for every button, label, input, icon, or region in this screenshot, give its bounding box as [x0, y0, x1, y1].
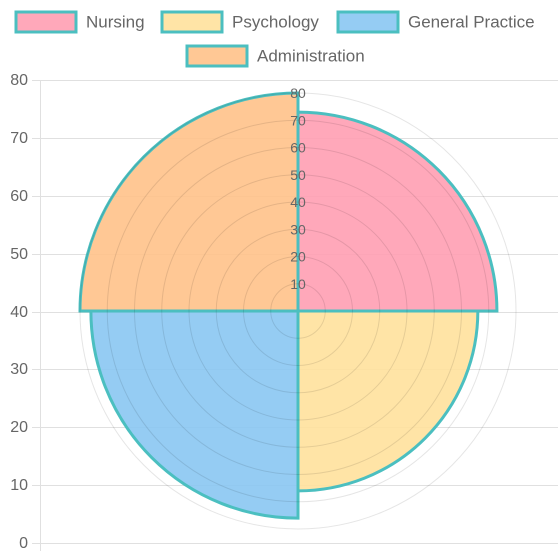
radial-gridline	[188, 201, 408, 421]
radial-tick-label: 60	[290, 140, 306, 156]
legend-item[interactable]: Psychology	[160, 10, 319, 34]
y-tick-label: 0	[19, 535, 28, 552]
radial-gridline	[161, 174, 435, 448]
segment-administration[interactable]	[78, 91, 300, 313]
radial-tick-label: 40	[290, 194, 306, 210]
radial-gridline	[215, 228, 381, 394]
radial-tick-label: 70	[290, 112, 306, 128]
y-tick-label: 10	[10, 477, 28, 494]
legend-item[interactable]: General Practice	[336, 10, 535, 34]
y-tick-label: 80	[10, 72, 28, 89]
segment-general-practice[interactable]	[89, 309, 300, 520]
y-tick-label: 70	[10, 130, 28, 147]
radial-gridline	[79, 92, 517, 530]
radial-grid	[79, 92, 517, 530]
legend-label: General Practice	[408, 13, 535, 32]
y-tick-label: 20	[10, 419, 28, 436]
legend-swatch	[160, 10, 224, 34]
y-tick-label: 60	[10, 188, 28, 205]
radial-tick-label: 10	[290, 276, 306, 292]
legend-swatch	[185, 44, 249, 68]
legend-label: Psychology	[232, 13, 319, 32]
radial-tick-label: 80	[290, 85, 306, 101]
y-tick-label: 50	[10, 246, 28, 263]
legend-item[interactable]: Administration	[185, 44, 365, 68]
legend-swatch	[14, 10, 78, 34]
segment-psychology[interactable]	[296, 309, 480, 493]
legend: Nursing Psychology General Practice Adminis…	[14, 10, 535, 68]
y-tick-label: 40	[10, 304, 28, 321]
legend-label: Administration	[257, 47, 365, 66]
legend-item[interactable]: Nursing	[14, 10, 145, 34]
radial-gridline	[106, 119, 490, 503]
radial-tick-label: 50	[290, 167, 306, 183]
legend-swatch	[336, 10, 400, 34]
radial-gridline	[243, 256, 353, 366]
legend-label: Nursing	[86, 13, 145, 32]
radial-tick-label: 30	[290, 221, 306, 237]
y-tick-label: 30	[10, 361, 28, 378]
radial-gridline	[270, 283, 326, 339]
polar-segments	[78, 91, 499, 520]
radial-gridline	[134, 147, 462, 475]
radial-tick-labels: 10 20 30 40 50 60 70 80	[290, 85, 306, 292]
segment-nursing[interactable]	[296, 110, 499, 313]
radial-tick-label: 20	[290, 249, 306, 265]
